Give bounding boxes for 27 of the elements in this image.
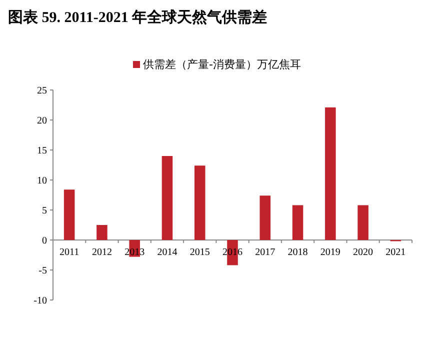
bar xyxy=(292,205,304,240)
x-tick-label: 2017 xyxy=(255,247,276,258)
y-tick-label: 15 xyxy=(37,146,47,156)
legend-label: 供需差（产量-消费量）万亿焦耳 xyxy=(143,58,301,71)
bar xyxy=(358,205,368,240)
y-tick-label: 25 xyxy=(37,86,47,96)
bar xyxy=(64,190,75,240)
x-tick-label: 2021 xyxy=(386,247,406,258)
bar xyxy=(162,156,173,240)
y-tick-label: 20 xyxy=(37,116,47,126)
y-tick-label: 5 xyxy=(42,206,47,216)
bar xyxy=(325,107,336,240)
x-tick-label: 2014 xyxy=(157,247,178,258)
x-tick-label: 2019 xyxy=(320,247,340,258)
bar xyxy=(194,166,206,240)
y-tick-label: -10 xyxy=(34,296,47,306)
bar xyxy=(96,225,108,240)
y-tick-label: -5 xyxy=(38,266,47,276)
x-tick-label: 2011 xyxy=(60,247,80,258)
bar xyxy=(260,196,271,240)
y-tick-label: 0 xyxy=(42,236,47,246)
y-tick-label: 10 xyxy=(37,176,47,186)
x-tick-label: 2018 xyxy=(288,247,308,258)
x-tick-label: 2020 xyxy=(353,247,374,258)
x-tick-label: 2012 xyxy=(92,247,112,258)
chart-title: 图表 59. 2011-2021 年全球天然气供需差 xyxy=(8,9,268,26)
x-tick-label: 2015 xyxy=(190,247,210,258)
